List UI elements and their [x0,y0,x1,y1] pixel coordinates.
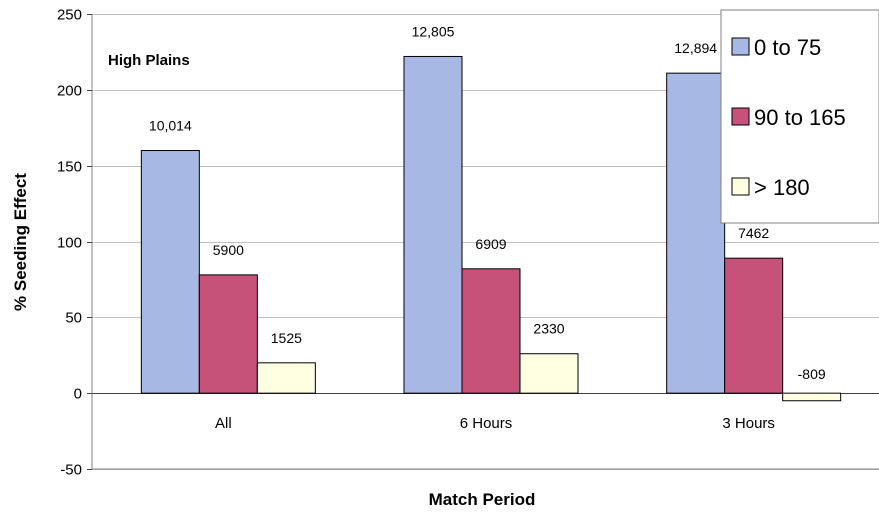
y-tick-label: 50 [65,310,82,327]
y-tick-label: -50 [60,462,82,479]
legend: 0 to 75 90 to 165 > 180 [720,9,879,224]
bar [666,72,726,394]
y-axis-ticks: -50 0 50 100 150 200 250 [57,7,92,479]
bar [782,392,842,402]
x-tick-label: 6 Hours [460,415,513,432]
data-label: 7462 [738,225,769,241]
legend-label: > 180 [754,175,810,200]
chart-annotation: High Plains [108,52,190,69]
data-label: 1525 [271,330,302,346]
y-tick-label: 100 [57,235,82,252]
data-label: 12,894 [674,40,717,56]
legend-label: 0 to 75 [754,35,821,60]
x-tick-label: All [215,415,232,432]
y-tick-label: 200 [57,83,82,100]
legend-swatch [731,107,750,126]
data-label: -809 [798,366,826,382]
data-label: 2330 [533,321,564,337]
data-label: 10,014 [149,118,192,134]
bar [198,274,258,394]
legend-swatch [731,177,750,196]
bar [461,268,521,394]
y-tick-label: 0 [74,386,82,403]
y-tick-label: 150 [57,159,82,176]
x-tick-label: 3 Hours [722,415,775,432]
y-axis-title: % Seeding Effect [11,173,30,311]
bar [403,55,463,394]
bars [140,55,842,402]
bar [519,353,579,394]
data-labels: 10,014 5900 1525 12,805 6909 2330 12,894 7462 -8… [149,23,826,382]
legend-label: 90 to 165 [754,105,846,130]
bar [724,257,784,394]
data-label: 6909 [475,236,506,252]
bar [140,150,200,394]
data-label: 5900 [213,242,244,258]
data-label: 12,805 [412,23,455,39]
x-axis-title: Match Period [429,490,536,509]
legend-swatch [731,37,750,56]
y-tick-label: 250 [57,7,82,24]
x-axis-ticks: All 6 Hours 3 Hours [215,415,775,432]
bar [256,362,316,394]
